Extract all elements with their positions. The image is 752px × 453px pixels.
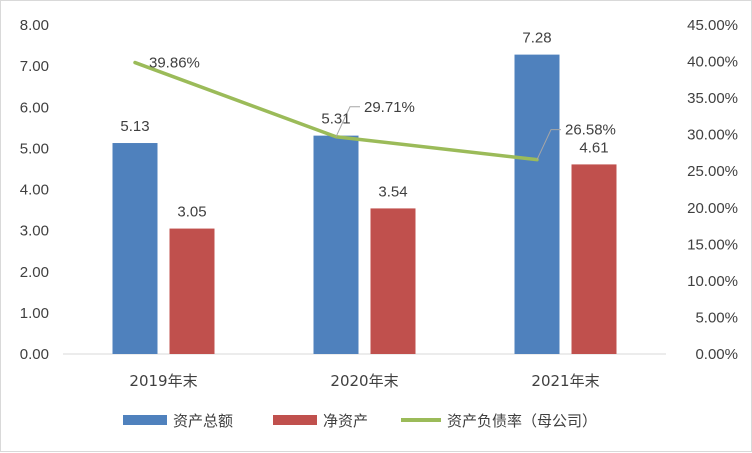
left-tick-label: 8.00 xyxy=(20,17,49,34)
bar-total-assets xyxy=(113,143,158,354)
left-tick-label: 3.00 xyxy=(20,223,49,240)
right-tick-label: 45.00% xyxy=(687,17,738,34)
right-tick-label: 15.00% xyxy=(687,236,738,253)
bar-value-label: 5.13 xyxy=(120,118,149,135)
right-axis-ticks: 0.00% 5.00% 10.00% 15.00% 20.00% 25.00% 30.00%… xyxy=(687,17,738,363)
category-labels: 2019年末 2020年末 2021年末 xyxy=(129,372,599,390)
left-tick-label: 4.00 xyxy=(20,182,49,199)
bar-value-label: 7.28 xyxy=(522,30,551,47)
bar-total-assets xyxy=(314,136,359,354)
left-tick-label: 7.00 xyxy=(20,58,49,75)
left-tick-label: 6.00 xyxy=(20,99,49,116)
bar-net-assets xyxy=(371,208,416,354)
right-tick-label: 35.00% xyxy=(687,90,738,107)
bar-value-label: 3.54 xyxy=(378,183,407,200)
right-tick-label: 20.00% xyxy=(687,200,738,217)
bar-value-label: 3.05 xyxy=(177,204,206,221)
legend-label: 资产总额 xyxy=(173,412,233,430)
legend-label: 净资产 xyxy=(323,412,368,430)
legend-label: 资产负债率（母公司） xyxy=(447,412,597,430)
bar-total-assets xyxy=(515,55,560,354)
category-label: 2021年末 xyxy=(531,372,599,390)
right-tick-label: 0.00% xyxy=(695,346,738,363)
line-value-label: 26.58% xyxy=(565,122,616,139)
right-tick-label: 5.00% xyxy=(695,309,738,326)
right-tick-label: 25.00% xyxy=(687,163,738,180)
legend-swatch xyxy=(123,415,167,425)
legend-swatch xyxy=(273,415,317,425)
right-tick-label: 30.00% xyxy=(687,127,738,144)
right-tick-label: 10.00% xyxy=(687,273,738,290)
category-label: 2020年末 xyxy=(330,372,398,390)
legend: 资产总额 净资产 资产负债率（母公司） xyxy=(123,412,597,430)
left-axis-ticks: 0.00 1.00 2.00 3.00 4.00 5.00 6.00 7.00 8.00 xyxy=(20,17,49,363)
line-value-label: 29.71% xyxy=(364,99,415,116)
category-label: 2019年末 xyxy=(129,372,197,390)
right-tick-label: 40.00% xyxy=(687,54,738,71)
bar-net-assets xyxy=(572,164,617,354)
left-tick-label: 5.00 xyxy=(20,140,49,157)
left-tick-label: 2.00 xyxy=(20,264,49,281)
bar-value-label: 4.61 xyxy=(579,139,608,156)
bar-value-label: 5.31 xyxy=(321,111,350,128)
left-tick-label: 1.00 xyxy=(20,305,49,322)
left-tick-label: 0.00 xyxy=(20,346,49,363)
bar-net-assets xyxy=(170,229,215,354)
line-value-label: 39.86% xyxy=(149,55,200,72)
